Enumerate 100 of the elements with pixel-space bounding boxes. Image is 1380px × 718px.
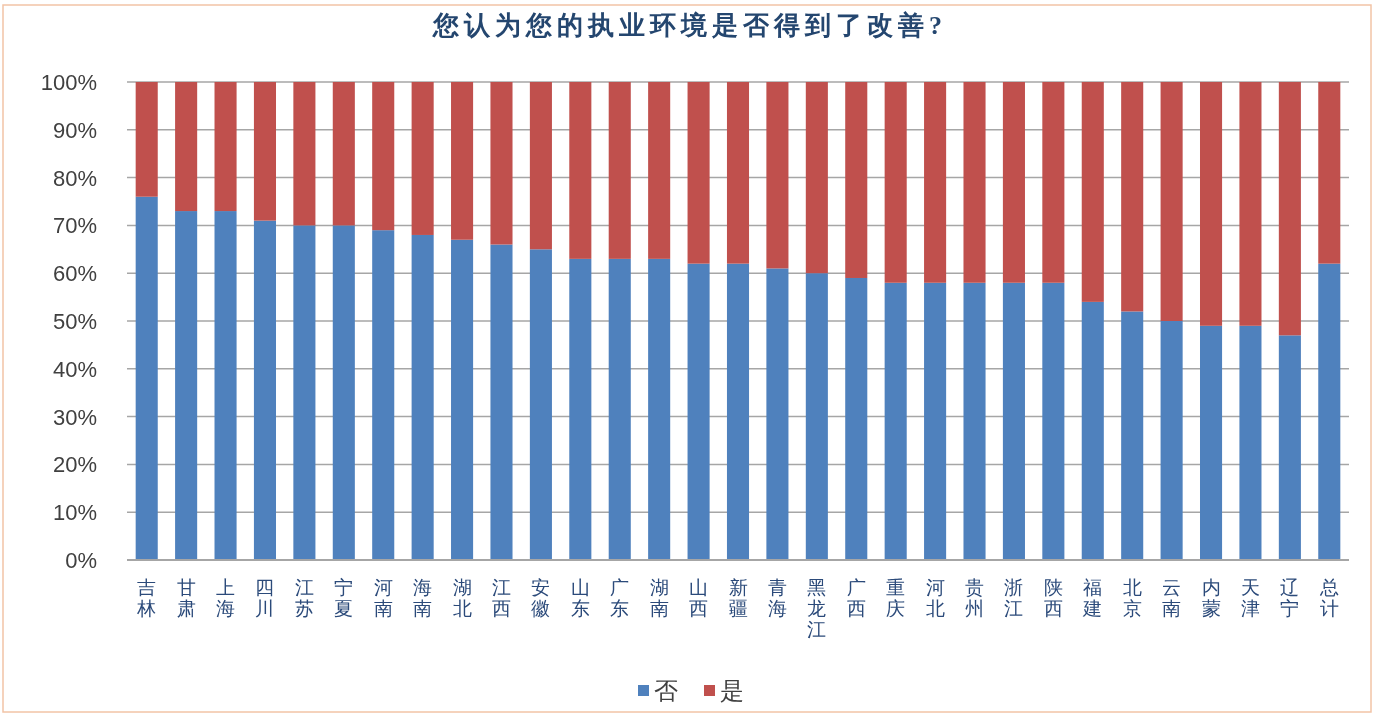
bar	[293, 82, 316, 226]
x-tick-label: 广东	[610, 577, 630, 619]
x-tick-label: 江西	[491, 577, 511, 619]
bar	[648, 82, 671, 259]
bar	[372, 230, 395, 560]
bar	[1199, 82, 1223, 326]
bar	[490, 82, 513, 245]
y-tick-label: 80%	[52, 165, 97, 191]
bar	[1160, 82, 1183, 321]
x-tick-label: 山西	[689, 577, 709, 619]
x-tick-label: 湖南	[649, 577, 669, 619]
x-tick-label: 天津	[1240, 577, 1260, 619]
x-tick-label: 甘肃	[176, 577, 196, 619]
chart-title: 您认为您的执业环境是否得到了改善?	[432, 11, 947, 40]
bar	[1160, 321, 1183, 560]
bar	[411, 82, 434, 235]
x-tick-label: 上海	[216, 577, 236, 619]
bar	[451, 239, 474, 560]
y-tick-label: 0%	[65, 548, 97, 573]
bar	[1081, 301, 1104, 560]
bar	[845, 277, 868, 560]
bar	[569, 258, 592, 560]
bar	[1042, 282, 1065, 560]
x-tick-label: 河北	[925, 577, 945, 619]
x-tick-label: 新疆	[728, 577, 748, 619]
bar	[884, 282, 907, 560]
bar	[766, 268, 789, 560]
bar	[845, 82, 868, 278]
x-tick-label: 吉林	[136, 577, 157, 619]
y-tick-label: 60%	[52, 261, 97, 287]
x-tick-label: 安徽	[531, 577, 551, 619]
bar	[1002, 82, 1025, 283]
bar	[1239, 82, 1262, 326]
bar	[648, 258, 671, 560]
x-tick-label: 陕西	[1043, 577, 1063, 619]
bar	[253, 220, 276, 560]
bar	[569, 82, 592, 259]
bar	[332, 225, 355, 560]
y-tick-label: 30%	[52, 404, 97, 430]
bar	[687, 82, 710, 264]
bar	[1278, 335, 1301, 560]
bar	[608, 258, 631, 560]
bar	[1121, 311, 1144, 560]
bar	[372, 82, 395, 231]
y-tick-label: 70%	[52, 213, 97, 239]
bar	[726, 263, 750, 560]
bar	[1199, 325, 1223, 560]
x-tick-label: 云南	[1162, 577, 1182, 619]
x-tick-label: 山东	[570, 577, 590, 619]
bar	[608, 82, 631, 259]
x-tick-label: 四川	[255, 577, 275, 619]
x-tick-label: 总计	[1318, 577, 1339, 619]
y-tick-label: 100%	[40, 70, 97, 95]
bar	[1318, 82, 1341, 264]
bar	[529, 82, 552, 250]
bar	[490, 244, 513, 560]
bar	[175, 211, 198, 560]
bar	[451, 82, 474, 240]
y-tick-label: 40%	[52, 356, 97, 382]
bar	[805, 82, 828, 274]
bar	[1121, 82, 1144, 312]
bar	[924, 282, 947, 560]
bar	[766, 82, 789, 269]
x-tick-label: 湖北	[452, 577, 472, 619]
bar	[529, 249, 552, 560]
x-tick-label: 广西	[846, 577, 866, 619]
bar	[175, 82, 198, 212]
y-tick-label: 90%	[52, 117, 97, 143]
bar	[963, 282, 986, 560]
y-tick-label: 20%	[52, 452, 97, 478]
bar	[293, 225, 316, 560]
bar	[1002, 282, 1025, 560]
bar	[1081, 82, 1104, 302]
x-tick-label: 浙江	[1004, 577, 1024, 619]
bar	[1239, 325, 1262, 560]
bar	[884, 82, 907, 283]
x-tick-label: 贵州	[965, 577, 985, 619]
x-tick-label: 内蒙	[1201, 577, 1221, 619]
x-tick-label: 北京	[1122, 577, 1142, 619]
bar	[214, 82, 237, 212]
bar	[924, 82, 947, 283]
bar	[135, 196, 158, 560]
bar	[687, 263, 710, 560]
bar	[214, 211, 237, 560]
bar	[726, 82, 750, 264]
legend-label: 是	[720, 677, 744, 704]
x-tick-label: 黑龙江	[807, 577, 827, 640]
bar	[411, 234, 434, 560]
bar	[805, 273, 828, 560]
x-tick-label: 辽宁	[1280, 577, 1300, 619]
bar	[1278, 82, 1301, 336]
legend-label: 否	[654, 677, 678, 704]
y-tick-label: 10%	[52, 500, 97, 526]
bar	[1042, 82, 1065, 283]
x-tick-label: 青海	[767, 577, 787, 619]
x-tick-label: 江苏	[294, 577, 314, 619]
bar	[253, 82, 276, 221]
bar	[963, 82, 986, 283]
x-tick-label: 重庆	[886, 577, 906, 619]
y-tick-label: 50%	[52, 309, 97, 334]
